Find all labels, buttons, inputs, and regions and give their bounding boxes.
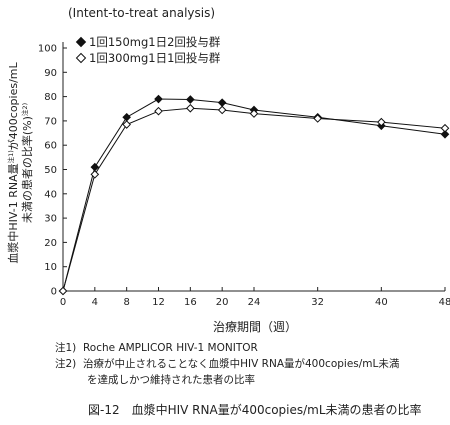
series-2-point xyxy=(217,105,227,115)
footnote-2-line2: を達成しかつ維持された患者の比率 xyxy=(87,374,255,386)
series-1 xyxy=(58,94,450,296)
y-tick-label: 90 xyxy=(44,68,57,79)
footnote-2: 注2) 治療が中止されることなく血漿中HIV RNA量が400copies/mL… xyxy=(55,357,399,371)
series-2-point xyxy=(90,170,100,179)
y-axis-label-mid: が400copies/mL xyxy=(6,61,20,150)
legend-label-1: 1回150mg1日2回投与群 xyxy=(89,35,221,49)
y-axis-label-line1: 血漿中HIV-1 RNA量注1)が400copies/mL xyxy=(6,61,20,263)
series-2 xyxy=(58,103,450,296)
y-tick-label: 70 xyxy=(44,116,57,127)
y-tick-label: 10 xyxy=(44,262,57,273)
x-tick-label: 16 xyxy=(184,297,197,308)
chart-subtitle: (Intent-to-treat analysis) xyxy=(68,6,215,20)
x-tick-label: 48 xyxy=(439,297,450,308)
series-2-point xyxy=(249,109,259,118)
series-2-point xyxy=(58,286,68,296)
legend-label-2: 1回300mg1日1回投与群 xyxy=(89,51,221,65)
x-tick-label: 4 xyxy=(92,297,98,308)
series-1-point xyxy=(217,98,227,107)
y-axis-label-main: 血漿中HIV-1 RNA量 xyxy=(6,163,20,263)
series-1-point xyxy=(122,112,131,122)
series-layer xyxy=(58,94,450,296)
x-tick-label: 20 xyxy=(216,297,229,308)
x-tick-label: 0 xyxy=(60,297,66,308)
footnote-1-label: 注1) xyxy=(55,342,77,354)
footnote-2-line1: 治療が中止されることなく血漿中HIV RNA量が400copies/mL未満 xyxy=(82,358,400,370)
series-2-point xyxy=(122,120,131,129)
y-axis-label-line2: 未満の患者の比率(%)注2) xyxy=(20,103,34,223)
series-2-point xyxy=(377,117,386,127)
footnote-2-cont: を達成しかつ維持された患者の比率 xyxy=(87,373,255,387)
legend-marker-1 xyxy=(75,36,87,48)
y-tick-label: 30 xyxy=(44,214,57,225)
series-1-point xyxy=(154,94,163,104)
x-tick-label: 12 xyxy=(152,297,165,308)
y-tick-label: 100 xyxy=(38,44,57,55)
x-tick-label: 40 xyxy=(375,297,388,308)
y-axis-label-sup1: 注1) xyxy=(6,150,15,163)
series-2-point xyxy=(440,123,450,133)
footnote-2-label: 注2) xyxy=(55,358,77,370)
figure-caption: 図-12 血漿中HIV RNA量が400copies/mL未満の患者の比率 xyxy=(88,403,422,417)
legend: 1回150mg1日2回投与群 1回300mg1日1回投与群 xyxy=(75,35,221,65)
y-tick-label: 80 xyxy=(44,92,57,103)
series-1-point xyxy=(440,129,450,139)
y-axis-label-sup2: 注2) xyxy=(20,103,29,116)
series-1-point xyxy=(186,95,195,104)
series-2-point xyxy=(154,106,163,116)
series-2-point xyxy=(313,114,322,123)
series-1-line xyxy=(62,98,446,292)
x-axis-label: 治療期間（週） xyxy=(213,320,297,334)
y-axis-label-line2-text: 未満の患者の比率(%) xyxy=(20,116,34,223)
y-tick-label: 20 xyxy=(44,238,57,249)
chart: (Intent-to-treat analysis) 血漿中HIV-1 RNA量… xyxy=(6,6,450,334)
x-tick-label: 8 xyxy=(123,297,129,308)
series-2-line xyxy=(62,107,446,292)
y-tick-label: 40 xyxy=(44,189,57,200)
y-tick-label: 50 xyxy=(44,165,57,176)
legend-marker-2 xyxy=(75,52,87,64)
footnote-1-text: Roche AMPLICOR HIV-1 MONITOR xyxy=(82,342,258,354)
x-tick-label: 24 xyxy=(248,297,261,308)
footnote-1: 注1) Roche AMPLICOR HIV-1 MONITOR xyxy=(55,341,258,355)
y-tick-label: 60 xyxy=(44,141,57,152)
series-2-point xyxy=(186,103,195,113)
y-axis-label: 血漿中HIV-1 RNA量注1)が400copies/mL 未満の患者の比率(%… xyxy=(6,61,34,263)
x-tick-label: 32 xyxy=(311,297,324,308)
y-tick-label: 0 xyxy=(51,287,57,298)
